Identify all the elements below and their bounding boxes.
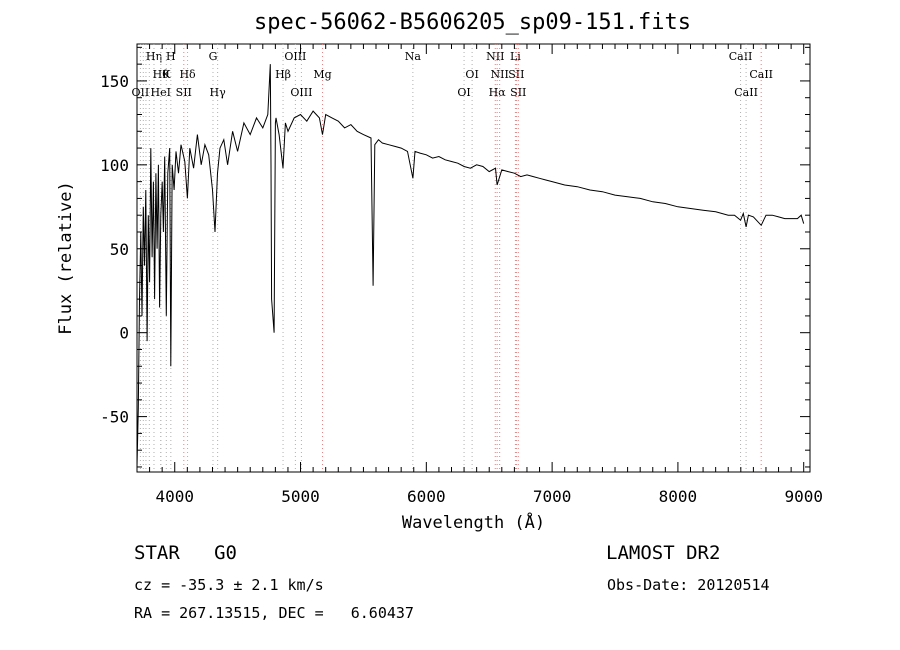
x-tick-label: 7000 (533, 487, 572, 506)
line-marker-label: OI (457, 86, 470, 99)
x-tick-label: 8000 (659, 487, 698, 506)
plot-frame (136, 43, 811, 473)
line-marker-label: Mg (313, 68, 331, 81)
line-marker-label: Na (405, 50, 422, 63)
line-marker-label: Hθ (153, 68, 170, 81)
y-tick-label: 100 (100, 156, 129, 175)
line-marker-label: Hγ (210, 86, 227, 99)
line-marker-label: NII (491, 68, 509, 81)
classification-label: STAR G0 (134, 542, 237, 564)
line-marker-label: SII (176, 86, 192, 99)
y-tick-label: 150 (100, 72, 129, 91)
line-marker-label: Hη (146, 50, 162, 63)
x-tick-label: 6000 (407, 487, 446, 506)
line-marker-label: HeI (151, 86, 171, 99)
chart-title: spec-56062-B5606205_sp09-151.fits (253, 10, 692, 35)
line-marker-label: SII (510, 86, 526, 99)
obs-date-label: Obs-Date: 20120514 (607, 576, 770, 594)
line-marker-label: Hβ (275, 68, 291, 81)
line-marker-label: CaII (734, 86, 758, 99)
line-marker-label: Li (510, 50, 521, 63)
line-marker-label: NII (486, 50, 504, 63)
line-marker-label: G (209, 50, 218, 63)
line-marker-label: OIII (284, 50, 306, 63)
line-marker-label: OI (465, 68, 478, 81)
y-tick-label: -50 (100, 408, 129, 427)
y-tick-label: 50 (110, 240, 129, 259)
line-marker-label: OII (132, 86, 150, 99)
x-tick-label: 5000 (281, 487, 320, 506)
spectrum-line (136, 64, 805, 468)
line-marker-label: H (166, 50, 176, 63)
line-marker-label: CaII (729, 50, 753, 63)
x-tick-label: 4000 (155, 487, 194, 506)
x-tick-label: 9000 (784, 487, 823, 506)
coordinates-label: RA = 267.13515, DEC = 6.60437 (134, 604, 414, 622)
line-marker-label: Hδ (179, 68, 196, 81)
y-tick-label: 0 (119, 324, 129, 343)
line-marker-label: CaII (749, 68, 773, 81)
line-marker-label: Hα (489, 86, 507, 99)
line-marker-label: K (162, 68, 171, 81)
survey-label: LAMOST DR2 (606, 542, 721, 564)
redshift-label: cz = -35.3 ± 2.1 km/s (134, 576, 324, 594)
line-marker-label: SII (508, 68, 524, 81)
y-axis-label: Flux (relative) (56, 181, 76, 335)
line-marker-label: OIII (290, 86, 312, 99)
x-axis-label: Wavelength (Å) (402, 511, 545, 533)
